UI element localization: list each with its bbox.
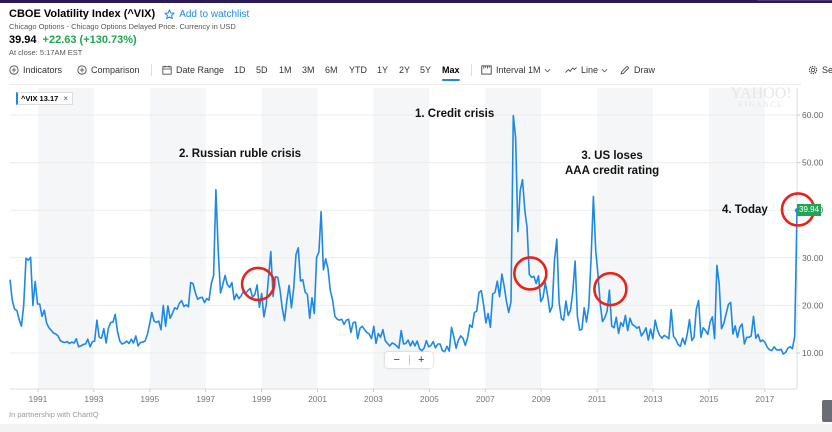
last-price-badge: 39.94 <box>797 204 822 216</box>
y-tick-label: 30.00 <box>802 253 824 263</box>
range-max[interactable]: Max <box>442 60 460 81</box>
background-band <box>597 88 654 389</box>
annotation-line1: 3. US loses <box>581 150 643 162</box>
x-tick-label: 2005 <box>420 394 439 404</box>
chart-type-dropdown[interactable]: Line <box>565 60 612 80</box>
remove-series-icon[interactable]: × <box>63 94 68 103</box>
indicators-label: Indicators <box>23 65 63 75</box>
interval-value: 1M <box>528 65 541 75</box>
x-tick-label: 2011 <box>588 394 607 404</box>
x-tick-label: 1993 <box>84 394 103 404</box>
y-tick-label: 60.00 <box>802 110 824 120</box>
watermark-line2: FINANCE <box>738 100 784 109</box>
interval-icon <box>481 65 492 75</box>
zoom-controls: − + <box>385 352 433 368</box>
quote-header: CBOE Volatility Index (^VIX) Add to watc… <box>9 7 249 57</box>
chevron-down-icon <box>544 68 550 72</box>
range-6m[interactable]: 6M <box>325 65 338 75</box>
annotation-circle <box>593 271 628 307</box>
yahoo-finance-watermark: YAHOO! FINANCE <box>726 85 796 109</box>
y-tick-label: 10.00 <box>802 348 824 358</box>
interval-label: Interval <box>496 65 526 75</box>
vix-line-chart[interactable]: 1991 1993 1995 1997 1999 2001 2003 2005 2007 2009… <box>0 85 832 432</box>
series-legend-label: ^VIX 13.17 <box>21 94 59 103</box>
annotation-credit-crisis: 1. Credit crisis <box>415 108 495 120</box>
chart-area[interactable]: 1991 1993 1995 1997 1999 2001 2003 2005 2007 2009… <box>0 85 832 432</box>
comparison-label: Comparison <box>91 65 140 75</box>
draw-label: Draw <box>634 65 656 75</box>
annotation-russian-ruble-crisis: 2. Russian ruble crisis <box>179 148 302 160</box>
zoom-in-button[interactable]: + <box>418 354 425 366</box>
annotation-circle <box>513 256 548 291</box>
annotation-us-loses-aaa: 3. US loses AAA credit rating <box>565 149 659 179</box>
background-band <box>37 88 94 389</box>
y-tick-label: 20.00 <box>802 300 824 310</box>
range-2y[interactable]: 2Y <box>399 65 411 75</box>
settings-button[interactable]: Se <box>808 60 832 80</box>
date-range-label: Date Range <box>176 65 225 75</box>
toolbar-divider <box>151 64 152 76</box>
chart-toolbar: Indicators Comparison Date Range 1D 5D 1… <box>0 60 832 81</box>
x-tick-label: 1995 <box>140 394 159 404</box>
x-tick-label: 2017 <box>755 394 774 404</box>
x-tick-label: 2007 <box>476 394 495 404</box>
zoom-divider <box>408 355 410 365</box>
side-feedback-tab[interactable] <box>822 400 832 422</box>
x-tick-label: 2001 <box>308 394 327 404</box>
top-bar <box>0 0 832 3</box>
annotation-circle <box>240 266 276 302</box>
gear-icon <box>808 65 818 75</box>
watchlist-label: Add to watchlist <box>179 8 250 20</box>
x-tick-label: 2009 <box>532 394 551 404</box>
plus-circle-icon <box>77 65 87 75</box>
range-5d[interactable]: 5D <box>256 65 268 75</box>
price-change: +22.63 (+130.73%) <box>42 34 137 46</box>
background-band <box>373 88 430 389</box>
calendar-icon <box>162 65 172 75</box>
date-range-button[interactable]: Date Range <box>162 60 224 80</box>
exchange-info: Chicago Options - Chicago Options Delaye… <box>9 22 236 31</box>
toolbar-divider-line <box>9 84 801 85</box>
x-tick-label: 1999 <box>252 394 271 404</box>
star-icon <box>164 8 175 19</box>
background-band <box>261 88 318 389</box>
chevron-down-icon <box>601 68 608 72</box>
y-tick-label: 50.00 <box>802 158 824 168</box>
chartiq-partner-text: In partnership with ChartIQ <box>9 410 99 419</box>
range-1y[interactable]: 1Y <box>377 65 389 75</box>
page-title: CBOE Volatility Index (^VIX) <box>9 8 156 20</box>
annotation-today: 4. Today <box>722 204 768 216</box>
zoom-out-button[interactable]: − <box>393 354 400 366</box>
range-1d[interactable]: 1D <box>234 65 246 75</box>
pencil-icon <box>620 65 630 75</box>
series-legend-chip[interactable]: ^VIX 13.17 × <box>16 92 73 105</box>
range-3m[interactable]: 3M <box>302 65 315 75</box>
x-tick-label: 2013 <box>644 394 663 404</box>
x-tick-label: 1997 <box>196 394 215 404</box>
indicators-button[interactable]: Indicators <box>9 60 62 80</box>
background-band <box>708 88 765 389</box>
chart-type-label: Line <box>581 65 599 75</box>
interval-dropdown[interactable]: Interval 1M <box>481 60 555 80</box>
comparison-button[interactable]: Comparison <box>77 60 140 80</box>
range-5y[interactable]: 5Y <box>420 65 432 75</box>
toolbar-divider <box>471 64 472 76</box>
footer-strip <box>0 424 832 432</box>
draw-button[interactable]: Draw <box>620 60 655 80</box>
range-1m[interactable]: 1M <box>279 65 292 75</box>
vix-series-line <box>9 114 798 355</box>
background-band <box>149 88 206 389</box>
line-chart-icon <box>565 67 577 73</box>
x-tick-label: 2015 <box>699 394 718 404</box>
range-ytd[interactable]: YTD <box>349 65 367 75</box>
watermark-line1: YAHOO! <box>730 85 792 102</box>
plus-circle-icon <box>9 65 19 75</box>
x-tick-label: 2003 <box>364 394 383 404</box>
x-tick-label: 1991 <box>28 394 47 404</box>
add-to-watchlist-button[interactable]: Add to watchlist <box>164 9 249 20</box>
current-price: 39.94 <box>9 34 37 46</box>
close-timestamp: At close: 5:17AM EST <box>9 48 83 57</box>
settings-label: Se <box>822 65 832 75</box>
annotation-line2: AAA credit rating <box>565 165 660 177</box>
